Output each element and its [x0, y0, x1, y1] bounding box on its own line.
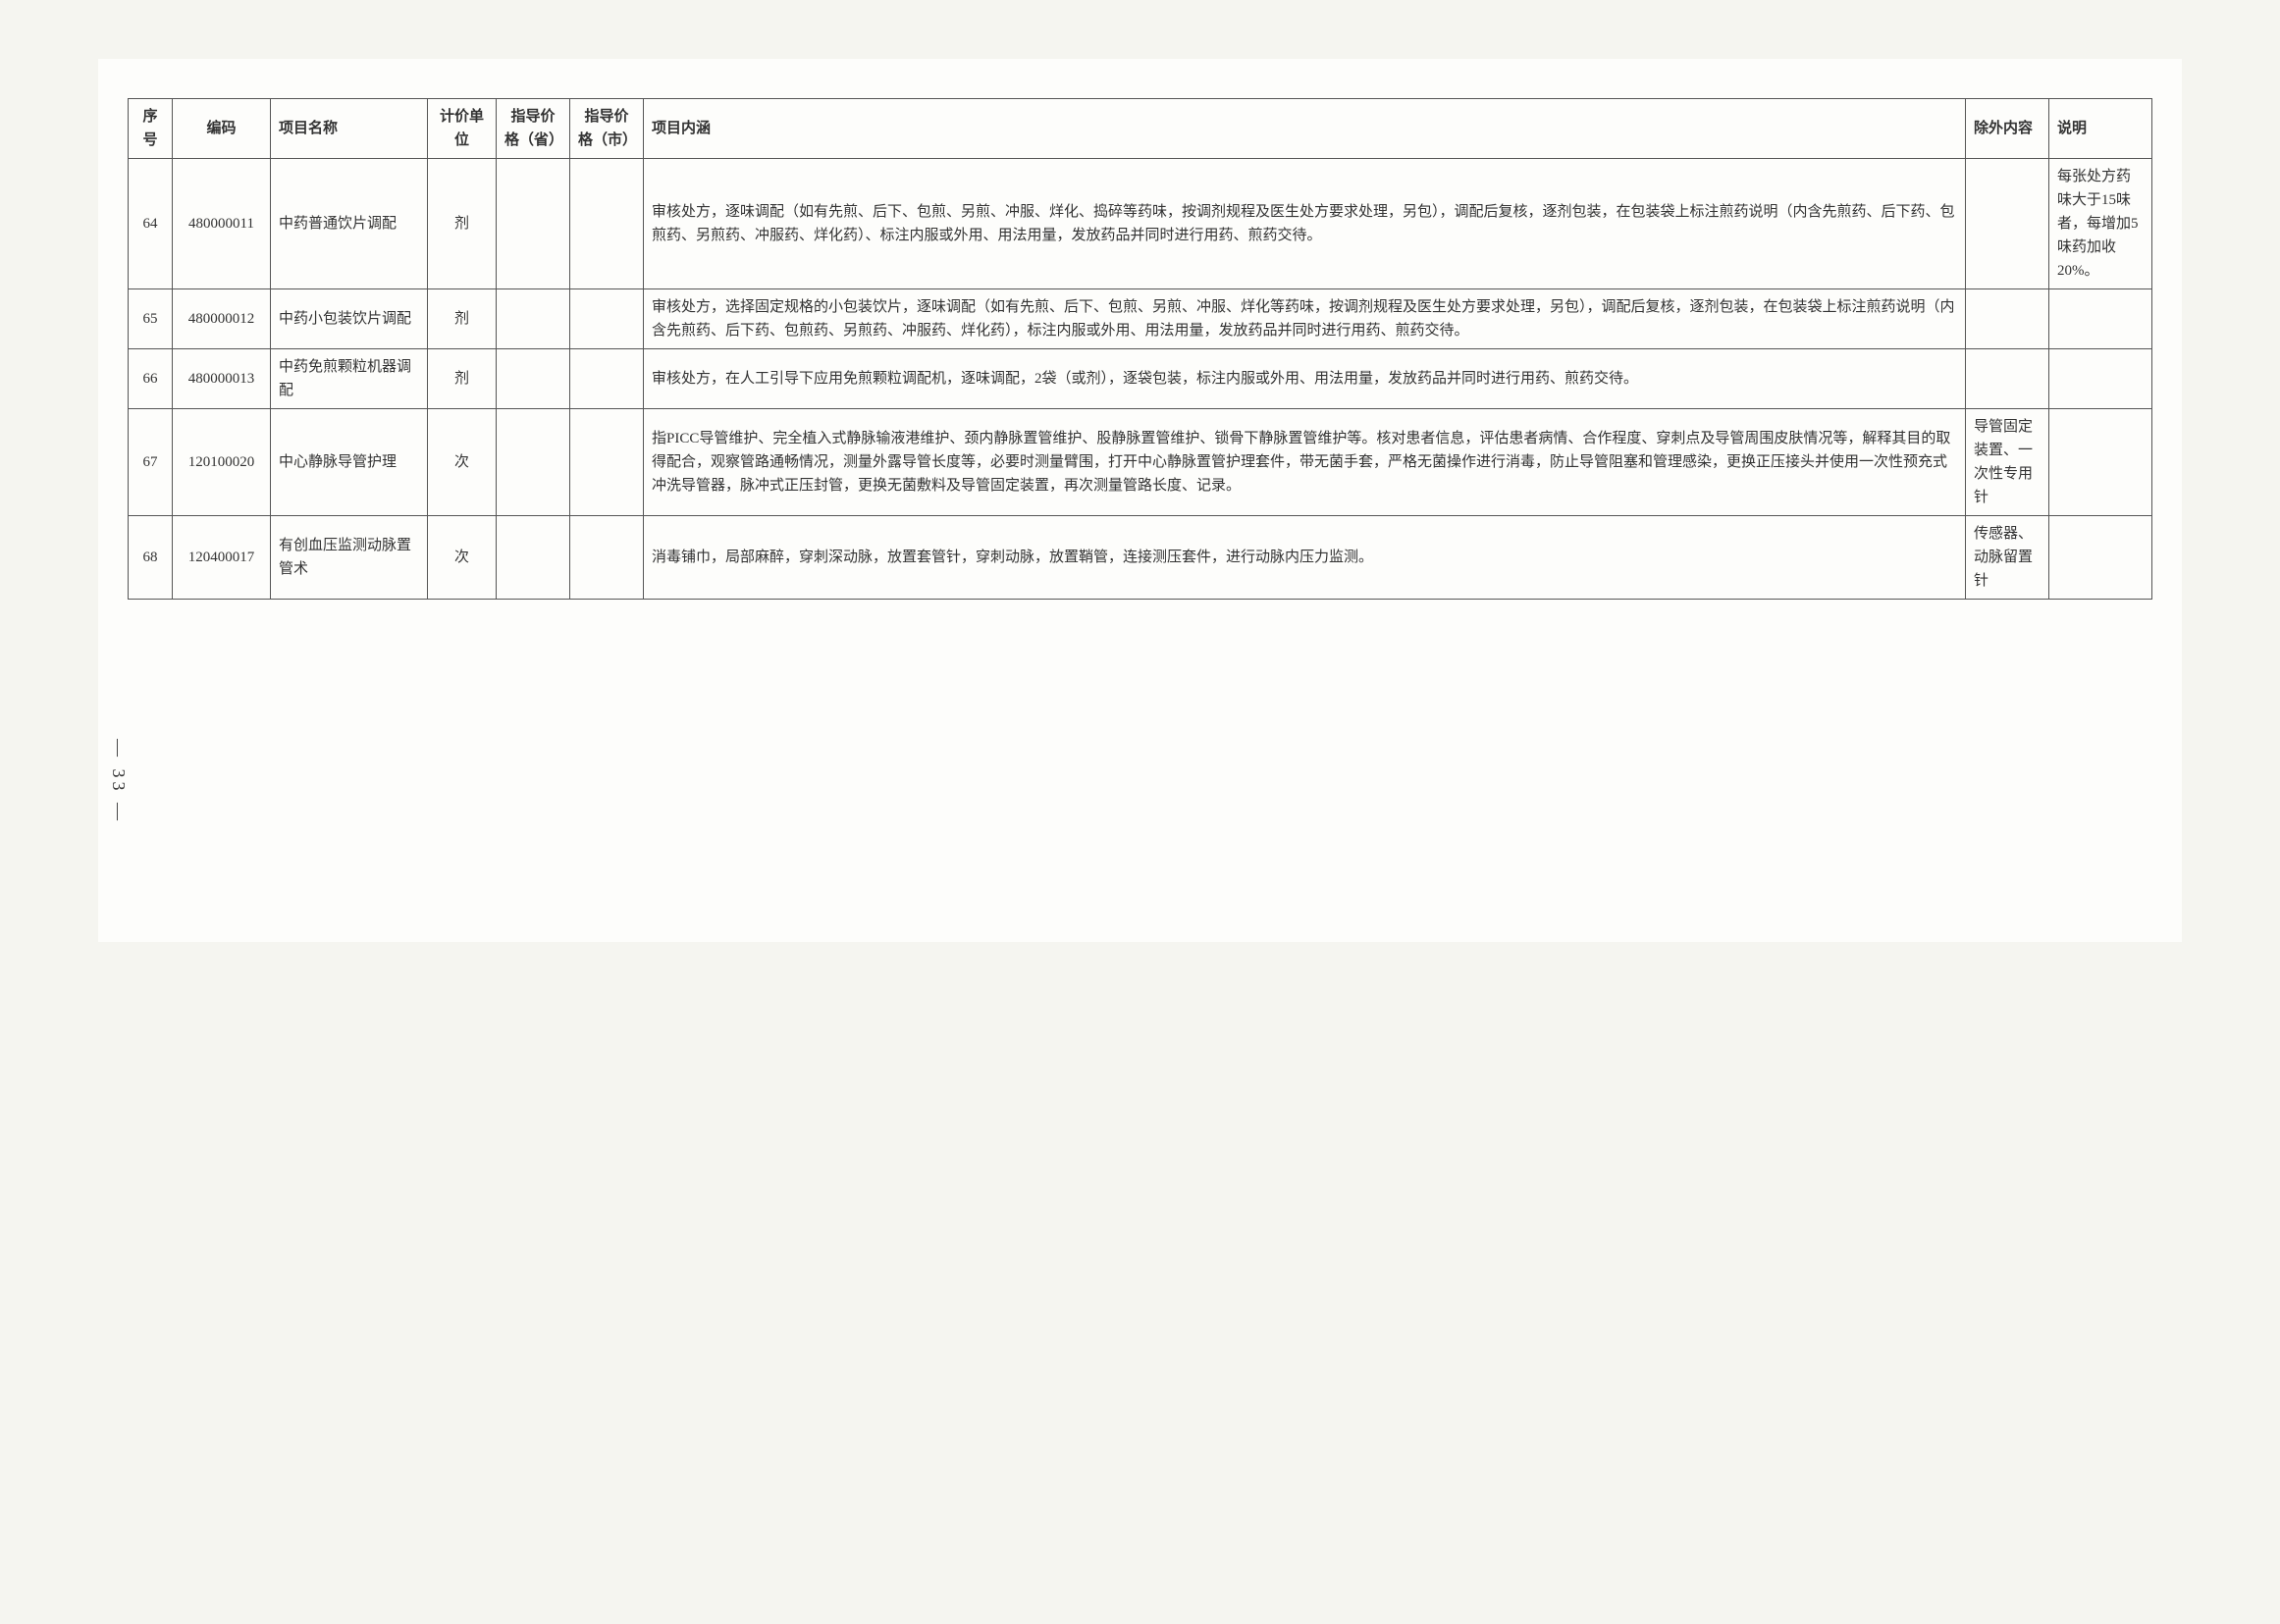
table-row: 65 480000012 中药小包装饮片调配 剂 审核处方，选择固定规格的小包装…: [129, 289, 2152, 349]
cell-excl: [1966, 289, 2049, 349]
cell-excl: 导管固定装置、一次性专用针: [1966, 409, 2049, 516]
header-price-city: 指导价格（市）: [570, 99, 644, 159]
cell-content: 消毒铺巾，局部麻醉，穿刺深动脉，放置套管针，穿刺动脉，放置鞘管，连接测压套件，进…: [644, 516, 1966, 600]
cell-seq: 66: [129, 349, 173, 409]
cell-excl: [1966, 349, 2049, 409]
cell-unit: 次: [428, 516, 497, 600]
cell-unit: 次: [428, 409, 497, 516]
cell-code: 480000012: [173, 289, 271, 349]
cell-excl: 传感器、动脉留置针: [1966, 516, 2049, 600]
cell-price-city: [570, 289, 644, 349]
page-number: — 33 —: [108, 739, 129, 824]
cell-price-city: [570, 409, 644, 516]
cell-seq: 64: [129, 159, 173, 289]
document-page: 序号 编码 项目名称 计价单位 指导价格（省） 指导价格（市） 项目内涵 除外内…: [98, 59, 2182, 942]
cell-note: [2049, 516, 2152, 600]
cell-code: 120100020: [173, 409, 271, 516]
header-code: 编码: [173, 99, 271, 159]
cell-unit: 剂: [428, 349, 497, 409]
cell-name: 中药小包装饮片调配: [271, 289, 428, 349]
cell-unit: 剂: [428, 289, 497, 349]
table-row: 66 480000013 中药免煎颗粒机器调配 剂 审核处方，在人工引导下应用免…: [129, 349, 2152, 409]
cell-name: 有创血压监测动脉置管术: [271, 516, 428, 600]
table-body: 64 480000011 中药普通饮片调配 剂 审核处方，逐味调配（如有先煎、后…: [129, 159, 2152, 600]
cell-seq: 65: [129, 289, 173, 349]
cell-content: 审核处方，逐味调配（如有先煎、后下、包煎、另煎、冲服、烊化、捣碎等药味，按调剂规…: [644, 159, 1966, 289]
cell-content: 审核处方，在人工引导下应用免煎颗粒调配机，逐味调配，2袋（或剂），逐袋包装，标注…: [644, 349, 1966, 409]
table-header-row: 序号 编码 项目名称 计价单位 指导价格（省） 指导价格（市） 项目内涵 除外内…: [129, 99, 2152, 159]
cell-price-city: [570, 159, 644, 289]
cell-note: [2049, 289, 2152, 349]
cell-note: 每张处方药味大于15味者，每增加5味药加收20%。: [2049, 159, 2152, 289]
cell-name: 中药普通饮片调配: [271, 159, 428, 289]
cell-excl: [1966, 159, 2049, 289]
header-price-prov: 指导价格（省）: [497, 99, 570, 159]
cell-content: 指PICC导管维护、完全植入式静脉输液港维护、颈内静脉置管维护、股静脉置管维护、…: [644, 409, 1966, 516]
header-excl: 除外内容: [1966, 99, 2049, 159]
cell-code: 120400017: [173, 516, 271, 600]
pricing-table: 序号 编码 项目名称 计价单位 指导价格（省） 指导价格（市） 项目内涵 除外内…: [128, 98, 2152, 600]
cell-seq: 67: [129, 409, 173, 516]
cell-code: 480000013: [173, 349, 271, 409]
header-seq: 序号: [129, 99, 173, 159]
cell-content: 审核处方，选择固定规格的小包装饮片，逐味调配（如有先煎、后下、包煎、另煎、冲服、…: [644, 289, 1966, 349]
cell-price-prov: [497, 349, 570, 409]
table-row: 68 120400017 有创血压监测动脉置管术 次 消毒铺巾，局部麻醉，穿刺深…: [129, 516, 2152, 600]
header-name: 项目名称: [271, 99, 428, 159]
cell-name: 中药免煎颗粒机器调配: [271, 349, 428, 409]
table-row: 64 480000011 中药普通饮片调配 剂 审核处方，逐味调配（如有先煎、后…: [129, 159, 2152, 289]
cell-price-prov: [497, 289, 570, 349]
cell-unit: 剂: [428, 159, 497, 289]
cell-seq: 68: [129, 516, 173, 600]
cell-price-city: [570, 516, 644, 600]
cell-price-prov: [497, 159, 570, 289]
header-content: 项目内涵: [644, 99, 1966, 159]
table-row: 67 120100020 中心静脉导管护理 次 指PICC导管维护、完全植入式静…: [129, 409, 2152, 516]
header-unit: 计价单位: [428, 99, 497, 159]
cell-code: 480000011: [173, 159, 271, 289]
cell-name: 中心静脉导管护理: [271, 409, 428, 516]
cell-price-prov: [497, 409, 570, 516]
cell-note: [2049, 409, 2152, 516]
cell-price-city: [570, 349, 644, 409]
header-note: 说明: [2049, 99, 2152, 159]
cell-note: [2049, 349, 2152, 409]
cell-price-prov: [497, 516, 570, 600]
